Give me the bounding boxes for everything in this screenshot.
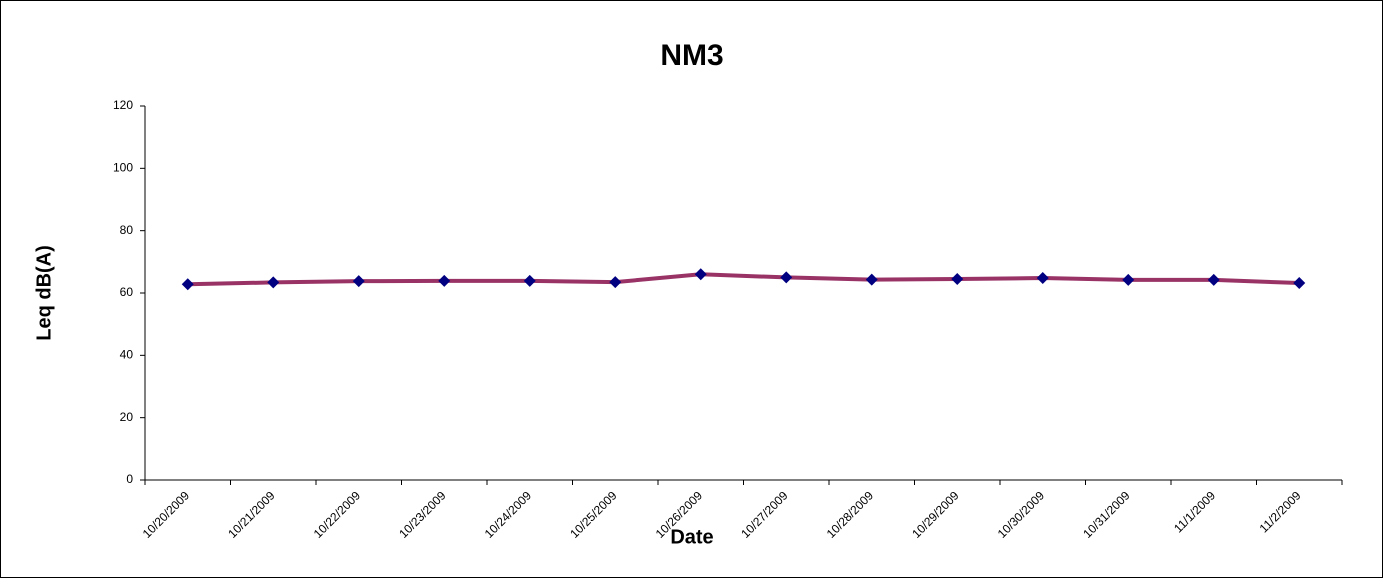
data-point bbox=[1036, 272, 1049, 285]
x-axis-title: Date bbox=[670, 526, 713, 548]
data-point bbox=[865, 273, 878, 286]
y-tick-label: 120 bbox=[113, 98, 133, 112]
data-point bbox=[1293, 277, 1306, 290]
data-point bbox=[1122, 273, 1135, 286]
data-point bbox=[181, 278, 194, 291]
y-tick-label: 0 bbox=[126, 472, 133, 486]
series-line bbox=[187, 272, 1300, 287]
data-point bbox=[780, 271, 793, 284]
y-tick-label: 100 bbox=[113, 161, 133, 175]
y-tick-label: 40 bbox=[120, 348, 134, 362]
data-point bbox=[267, 276, 280, 289]
chart-title: NM3 bbox=[660, 39, 723, 72]
data-point bbox=[1207, 273, 1220, 286]
y-tick-label: 60 bbox=[120, 285, 134, 299]
data-point bbox=[609, 276, 622, 289]
data-point bbox=[694, 268, 707, 281]
y-tick-label: 20 bbox=[120, 410, 134, 424]
data-point bbox=[523, 274, 536, 287]
y-axis-title: Leq dB(A) bbox=[33, 245, 55, 341]
data-point bbox=[438, 274, 451, 287]
data-point bbox=[352, 275, 365, 288]
data-point bbox=[951, 272, 964, 285]
y-tick-label: 80 bbox=[120, 223, 134, 237]
